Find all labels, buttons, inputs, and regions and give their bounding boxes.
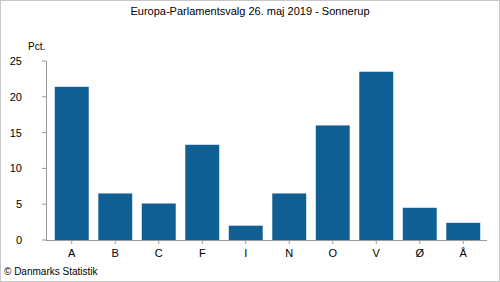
- bar: [229, 226, 263, 240]
- bar: [359, 72, 393, 240]
- frame: [1, 1, 500, 282]
- x-tick-label: F: [199, 247, 206, 259]
- y-tick-label: 20: [10, 91, 22, 103]
- x-tick: [419, 240, 420, 244]
- y-tick: [42, 168, 46, 169]
- y-tick-label: 5: [16, 198, 22, 210]
- y-tick: [42, 61, 46, 62]
- x-tick: [376, 240, 377, 244]
- source: © Danmarks Statistik: [4, 266, 99, 277]
- y-tick: [42, 204, 46, 205]
- x-tick: [289, 240, 290, 244]
- y-tick-label: 15: [10, 127, 22, 139]
- bar: [98, 193, 132, 240]
- bar: [185, 145, 219, 240]
- x-tick: [202, 240, 203, 244]
- x-tick: [463, 240, 464, 244]
- bars: [55, 72, 480, 240]
- y-axis-line: [46, 61, 47, 240]
- y-tick: [42, 132, 46, 133]
- x-tick-label: B: [112, 247, 119, 259]
- x-tick: [115, 240, 116, 244]
- x-tick-label: Å: [460, 247, 468, 259]
- x-tick-label: A: [68, 247, 76, 259]
- bar: [142, 203, 176, 240]
- x-tick-label: Ø: [415, 247, 424, 259]
- x-tick-label: I: [244, 247, 247, 259]
- x-tick: [158, 240, 159, 244]
- y-axis-label: Pct.: [28, 41, 45, 52]
- x-tick: [245, 240, 246, 244]
- y-tick-label: 25: [10, 55, 22, 67]
- bar: [446, 223, 480, 240]
- chart-svg: Europa-Parlamentsvalg 26. maj 2019 - Son…: [0, 0, 500, 282]
- x-axis-line: [46, 240, 487, 241]
- page: {"chart_data": {"type": "bar", "title": …: [0, 0, 500, 282]
- bar: [272, 193, 306, 240]
- x-tick-label: V: [373, 247, 381, 259]
- x-tick-label: C: [155, 247, 163, 259]
- y-tick-label: 0: [16, 234, 22, 246]
- bar: [403, 208, 437, 240]
- x-tick-label: N: [285, 247, 293, 259]
- y-tick: [42, 240, 46, 241]
- bar: [55, 87, 89, 240]
- title: Europa-Parlamentsvalg 26. maj 2019 - Son…: [130, 5, 369, 17]
- x-tick-label: O: [328, 247, 337, 259]
- x-tick: [332, 240, 333, 244]
- chart-container: Europa-Parlamentsvalg 26. maj 2019 - Son…: [0, 0, 500, 282]
- y-tick-label: 10: [10, 162, 22, 174]
- y-tick: [42, 96, 46, 97]
- bar: [316, 125, 350, 240]
- x-tick: [71, 240, 72, 244]
